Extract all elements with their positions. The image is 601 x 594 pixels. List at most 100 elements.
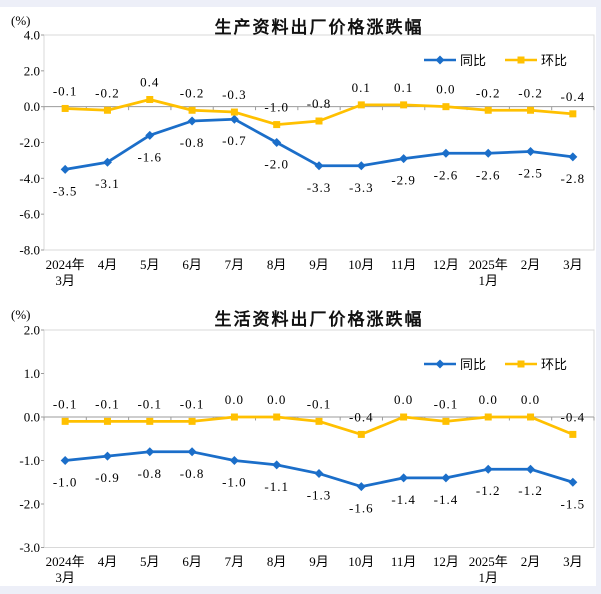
svg-text:2024年: 2024年 <box>46 257 85 272</box>
svg-text:1月: 1月 <box>478 273 498 288</box>
svg-text:-0.1: -0.1 <box>434 396 459 411</box>
svg-text:-0.1: -0.1 <box>180 396 205 411</box>
svg-text:-1.0: -1.0 <box>53 475 78 490</box>
producer-series-mom <box>61 96 577 129</box>
svg-text:-0.9: -0.9 <box>95 470 120 485</box>
svg-text:0.0: 0.0 <box>24 99 40 114</box>
svg-text:-0.8: -0.8 <box>307 96 332 111</box>
svg-text:-4.0: -4.0 <box>19 171 40 186</box>
svg-text:4月: 4月 <box>98 257 118 272</box>
producer-chart-legend: 同比 环比 <box>423 50 567 69</box>
svg-text:2月: 2月 <box>521 554 541 569</box>
consumer-y-axis-unit-label: (%) <box>11 307 31 322</box>
yoy-line-diamond-icon <box>424 359 456 368</box>
svg-text:2.0: 2.0 <box>24 323 40 338</box>
svg-text:-2.0: -2.0 <box>264 157 289 172</box>
svg-text:12月: 12月 <box>433 257 459 272</box>
svg-text:0.0: 0.0 <box>225 392 244 407</box>
svg-text:-0.8: -0.8 <box>180 135 205 150</box>
consumer-plot-border <box>43 329 595 548</box>
producer-legend-label-yoy: 同比 <box>460 53 487 68</box>
svg-text:10月: 10月 <box>348 554 374 569</box>
svg-text:-3.3: -3.3 <box>349 180 374 195</box>
svg-text:2025年: 2025年 <box>469 554 508 569</box>
svg-text:9月: 9月 <box>309 554 329 569</box>
svg-text:-1.2: -1.2 <box>518 483 543 498</box>
svg-text:-1.0: -1.0 <box>264 100 289 115</box>
svg-text:-1.0: -1.0 <box>222 475 247 490</box>
yoy-line-diamond-icon <box>424 55 456 64</box>
svg-text:-1.4: -1.4 <box>434 492 459 507</box>
page-edge-right <box>596 0 601 594</box>
svg-text:6月: 6月 <box>182 257 202 272</box>
page-edge-bottom <box>0 586 601 594</box>
svg-text:11月: 11月 <box>391 554 417 569</box>
consumer-series-yoy <box>60 447 578 492</box>
consumer-legend-item-yoy: 同比 <box>423 354 486 373</box>
consumer-legend-label-yoy: 同比 <box>460 357 487 372</box>
svg-text:3月: 3月 <box>563 257 583 272</box>
producer-data-labels-yoy: -3.5 -3.1 -1.6 -0.8 -0.7 -2.0 -3.3 -3.3 -2.9 -2.6… <box>53 133 586 198</box>
svg-text:-0.1: -0.1 <box>95 396 120 411</box>
svg-text:-1.1: -1.1 <box>264 479 289 494</box>
svg-text:0.4: 0.4 <box>140 75 159 90</box>
svg-text:-0.2: -0.2 <box>95 85 120 100</box>
svg-text:-0.8: -0.8 <box>180 466 205 481</box>
svg-text:-0.2: -0.2 <box>518 85 543 100</box>
svg-text:-3.3: -3.3 <box>307 180 332 195</box>
svg-text:-1.3: -1.3 <box>307 488 332 503</box>
svg-text:-2.6: -2.6 <box>476 167 501 182</box>
consumer-data-labels-yoy: -1.0 -0.9 -0.8 -0.8 -1.0 -1.1 -1.3 -1.6 -1.4 -1.4… <box>53 466 584 516</box>
producer-data-labels-mom: -0.1 -0.2 0.4 -0.2 -0.3 -1.0 -0.8 0.1 0.1 0.0 -0.2… <box>53 75 584 115</box>
producer-legend-item-mom: 环比 <box>504 50 567 69</box>
svg-text:0.0: 0.0 <box>24 410 40 425</box>
svg-text:2024年: 2024年 <box>46 554 85 569</box>
consumer-chart-title: 生活资料出厂价格涨跌幅 <box>214 310 424 329</box>
svg-text:5月: 5月 <box>140 257 160 272</box>
svg-text:2.0: 2.0 <box>24 63 40 78</box>
svg-text:-1.6: -1.6 <box>349 501 374 516</box>
svg-text:-8.0: -8.0 <box>19 243 40 258</box>
consumer-data-labels-mom: -0.1 -0.1 -0.1 -0.1 0.0 0.0 -0.1 -0.4 0.0 -0.1 0.0… <box>53 392 586 424</box>
svg-text:-0.1: -0.1 <box>53 83 78 98</box>
svg-text:11月: 11月 <box>391 257 417 272</box>
svg-text:-6.0: -6.0 <box>19 207 40 222</box>
svg-text:7月: 7月 <box>225 554 245 569</box>
svg-text:0.1: 0.1 <box>394 80 413 95</box>
svg-text:2025年: 2025年 <box>469 257 508 272</box>
svg-text:9月: 9月 <box>309 257 329 272</box>
svg-text:4.0: 4.0 <box>24 28 40 43</box>
svg-text:6月: 6月 <box>182 554 202 569</box>
svg-text:-0.2: -0.2 <box>180 85 205 100</box>
mom-line-square-icon <box>505 56 538 63</box>
svg-text:-0.3: -0.3 <box>222 87 247 102</box>
svg-text:-3.0: -3.0 <box>19 540 40 555</box>
svg-text:8月: 8月 <box>267 257 287 272</box>
svg-text:7月: 7月 <box>225 257 245 272</box>
svg-text:2月: 2月 <box>521 257 541 272</box>
producer-y-axis-unit-label: (%) <box>11 13 31 28</box>
svg-text:-0.4: -0.4 <box>349 409 374 424</box>
svg-text:-0.1: -0.1 <box>307 396 332 411</box>
svg-text:-2.8: -2.8 <box>561 171 586 186</box>
svg-text:-0.7: -0.7 <box>222 133 247 148</box>
mom-line-square-icon <box>505 360 538 367</box>
svg-text:-1.2: -1.2 <box>476 483 501 498</box>
svg-text:-2.5: -2.5 <box>518 165 543 180</box>
page-edge-top <box>0 0 601 7</box>
svg-text:10月: 10月 <box>348 257 374 272</box>
svg-text:5月: 5月 <box>140 554 160 569</box>
producer-legend-label-mom: 环比 <box>541 53 568 68</box>
svg-text:0.0: 0.0 <box>479 392 498 407</box>
svg-text:3月: 3月 <box>55 570 75 585</box>
svg-text:-2.9: -2.9 <box>391 173 416 188</box>
svg-text:-1.4: -1.4 <box>391 492 416 507</box>
svg-text:0.0: 0.0 <box>436 82 455 97</box>
svg-text:-0.4: -0.4 <box>561 409 586 424</box>
svg-text:-0.1: -0.1 <box>137 396 162 411</box>
svg-text:3月: 3月 <box>563 554 583 569</box>
